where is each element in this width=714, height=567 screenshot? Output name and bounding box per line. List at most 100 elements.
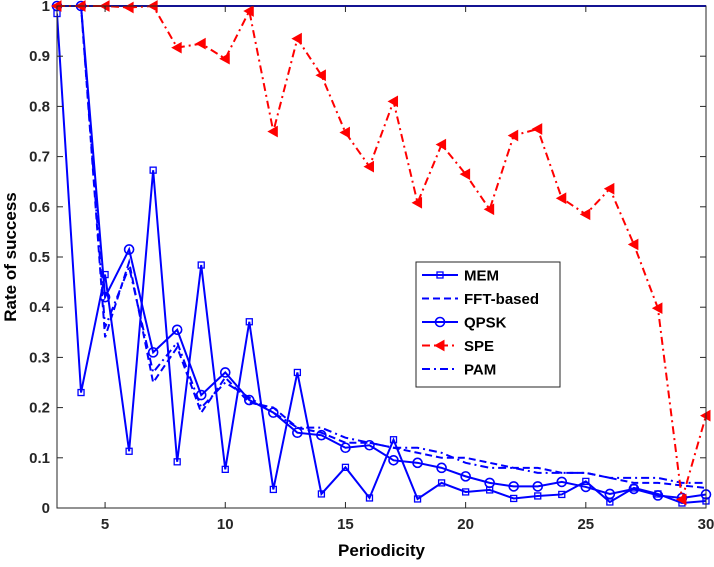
- data-point: [123, 244, 135, 255]
- data-point: [582, 477, 590, 486]
- y-tick-label: 0: [42, 500, 50, 517]
- series-qpsk: [51, 0, 712, 504]
- data-point: [316, 429, 327, 441]
- data-point: [531, 123, 543, 135]
- data-point: [388, 455, 399, 466]
- legend-label: MEM: [464, 268, 499, 285]
- legend-box: [415, 261, 561, 388]
- data-point: [195, 389, 207, 401]
- data-point: [483, 203, 495, 216]
- legend: MEM FFT-based QPSK SPE PAM: [415, 261, 561, 388]
- data-point: [652, 490, 664, 501]
- data-point: [292, 427, 303, 439]
- data-point: [245, 318, 253, 326]
- data-point: [293, 368, 302, 377]
- x-tick-label: 15: [337, 516, 354, 533]
- x-axis-label: Periodicity: [338, 541, 425, 560]
- data-point: [413, 495, 422, 503]
- data-point: [558, 490, 566, 499]
- data-point: [628, 483, 640, 495]
- y-tick-label: 0.4: [29, 299, 51, 316]
- x-tick-label: 30: [698, 516, 714, 533]
- data-point: [651, 302, 663, 315]
- data-point: [101, 270, 109, 279]
- data-point: [173, 458, 181, 466]
- data-point: [197, 261, 205, 269]
- data-point: [123, 1, 134, 14]
- data-point: [243, 5, 254, 17]
- y-tick-label: 0.1: [29, 450, 50, 467]
- data-point: [460, 471, 471, 482]
- data-point: [269, 485, 277, 494]
- data-point: [675, 493, 687, 506]
- data-point: [459, 168, 471, 181]
- data-point: [363, 160, 374, 173]
- data-point: [365, 494, 374, 502]
- data-point: [555, 192, 567, 205]
- y-axis-label: Rate of success: [1, 192, 20, 321]
- data-point: [436, 271, 444, 279]
- data-point: [171, 324, 183, 336]
- data-point: [268, 407, 279, 418]
- data-point: [532, 481, 544, 492]
- x-tick-label: 20: [457, 516, 474, 533]
- series-pam: [57, 5, 706, 484]
- y-tick-label: 1: [42, 0, 50, 15]
- data-point: [436, 462, 447, 474]
- data-point: [317, 490, 326, 498]
- data-point: [339, 126, 350, 139]
- x-tick-label: 10: [217, 516, 234, 533]
- data-point: [433, 339, 445, 352]
- legend-entry-spe: SPE: [422, 338, 494, 355]
- data-point: [556, 476, 568, 488]
- data-point: [412, 457, 423, 469]
- y-tick-label: 0.3: [29, 349, 50, 366]
- data-point: [411, 196, 423, 209]
- axis-ticks: 5 10 15 20 25 30 0 0.1 0.2 0.3 0.4 0.5 0.6 0.7 0.8 0.9 1: [29, 0, 714, 533]
- y-tick-label: 0.8: [29, 98, 50, 115]
- legend-entry-mem: MEM: [422, 268, 499, 285]
- legend-label: QPSK: [464, 315, 507, 332]
- data-point: [484, 477, 495, 489]
- data-point: [434, 316, 446, 328]
- legend-label: FFT-based: [464, 291, 539, 308]
- data-point: [364, 439, 375, 451]
- y-tick-label: 0.2: [29, 400, 50, 417]
- data-point: [219, 52, 230, 65]
- series-mem: [53, 9, 710, 507]
- series-line-pam: [57, 5, 706, 484]
- series-line-fft-based: [57, 5, 706, 489]
- data-point: [389, 436, 398, 444]
- data-point: [77, 388, 85, 397]
- legend-label: PAM: [464, 362, 496, 379]
- data-point: [627, 238, 639, 251]
- data-point: [579, 208, 591, 221]
- data-point: [149, 166, 157, 174]
- data-point: [171, 41, 182, 54]
- plot-area: [50, 0, 712, 507]
- series-line-mem: [57, 13, 706, 504]
- data-point: [341, 463, 350, 471]
- legend-entry-qpsk: QPSK: [422, 315, 507, 332]
- data-point: [435, 138, 447, 151]
- data-point: [147, 347, 159, 358]
- series-spe: [50, 0, 711, 506]
- data-point: [437, 479, 446, 487]
- data-point: [267, 125, 278, 138]
- data-point: [125, 447, 133, 455]
- data-point: [315, 69, 326, 82]
- legend-entry-pam: PAM: [422, 362, 496, 379]
- data-point: [507, 129, 519, 142]
- data-point: [340, 442, 351, 454]
- data-point: [291, 32, 302, 45]
- x-tick-label: 25: [577, 516, 594, 533]
- data-point: [508, 481, 520, 492]
- legend-label: SPE: [464, 338, 494, 355]
- data-point: [99, 291, 111, 303]
- series-line-spe: [57, 4, 706, 500]
- y-tick-label: 0.7: [29, 149, 50, 166]
- data-point: [387, 95, 399, 108]
- data-point: [461, 488, 470, 496]
- axes-box: [56, 5, 707, 509]
